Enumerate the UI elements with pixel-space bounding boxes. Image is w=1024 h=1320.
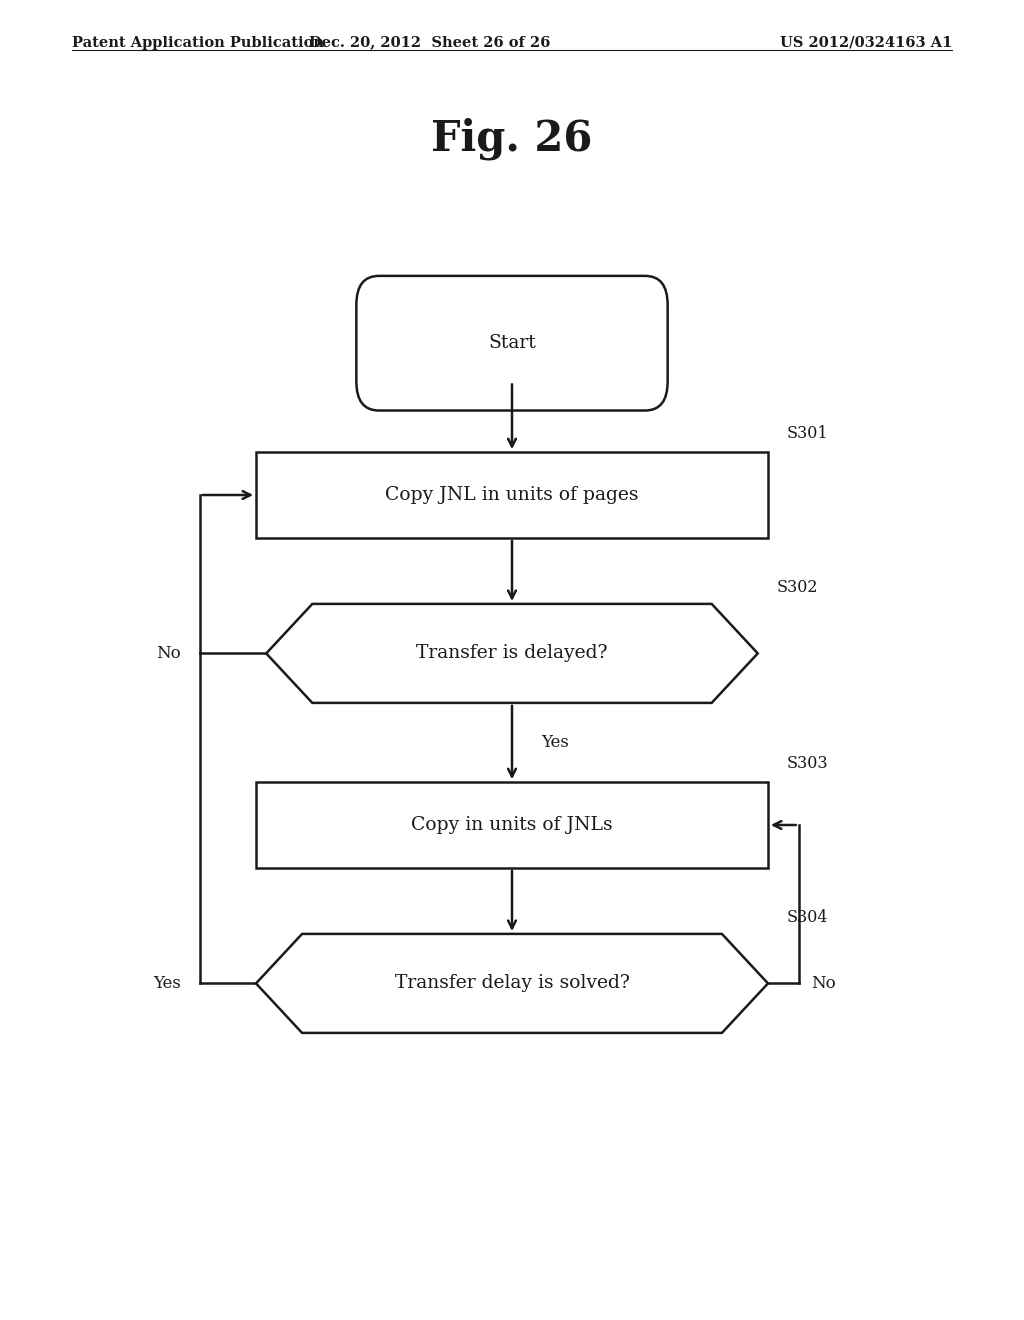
FancyBboxPatch shape: [356, 276, 668, 411]
Text: Yes: Yes: [154, 975, 181, 991]
Text: US 2012/0324163 A1: US 2012/0324163 A1: [780, 36, 952, 50]
Polygon shape: [256, 935, 768, 1032]
Text: S301: S301: [786, 425, 828, 441]
Text: Fig. 26: Fig. 26: [431, 117, 593, 160]
Text: Transfer is delayed?: Transfer is delayed?: [416, 644, 608, 663]
Text: No: No: [157, 645, 181, 661]
Text: S304: S304: [786, 909, 828, 927]
Text: Start: Start: [488, 334, 536, 352]
Bar: [256, 781, 768, 869]
Text: Transfer delay is solved?: Transfer delay is solved?: [394, 974, 630, 993]
Text: Copy JNL in units of pages: Copy JNL in units of pages: [385, 486, 639, 504]
Text: S303: S303: [786, 755, 828, 771]
Text: No: No: [811, 975, 836, 991]
Text: Dec. 20, 2012  Sheet 26 of 26: Dec. 20, 2012 Sheet 26 of 26: [309, 36, 551, 50]
Text: Yes: Yes: [541, 734, 568, 751]
Text: S302: S302: [776, 579, 818, 597]
Text: Patent Application Publication: Patent Application Publication: [72, 36, 324, 50]
Bar: [256, 451, 768, 539]
Text: Copy in units of JNLs: Copy in units of JNLs: [412, 816, 612, 834]
Polygon shape: [266, 605, 758, 702]
